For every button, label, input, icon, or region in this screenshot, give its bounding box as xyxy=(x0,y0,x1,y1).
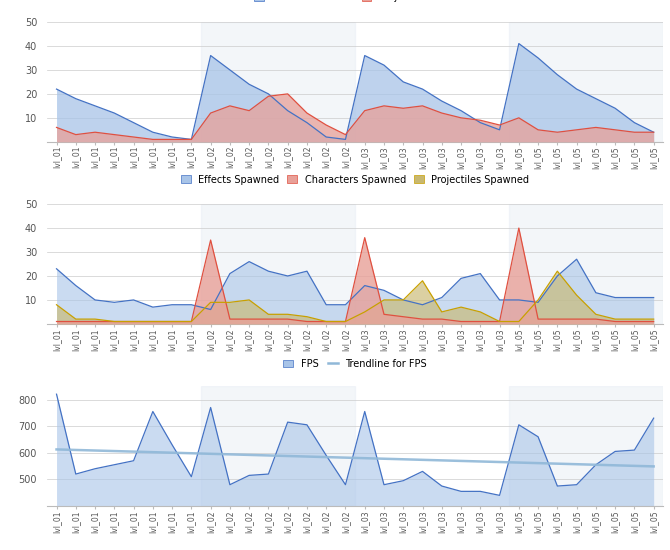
Bar xyxy=(509,204,663,324)
Bar xyxy=(509,22,663,142)
Bar xyxy=(509,386,663,506)
Legend: FPS, Trendline for FPS: FPS, Trendline for FPS xyxy=(279,355,431,373)
Legend: Character Count, Projectile Count: Character Count, Projectile Count xyxy=(250,0,460,6)
Bar xyxy=(201,22,355,142)
Bar xyxy=(201,386,355,506)
Legend: Effects Spawned, Characters Spawned, Projectiles Spawned: Effects Spawned, Characters Spawned, Pro… xyxy=(177,170,533,189)
Bar xyxy=(201,204,355,324)
